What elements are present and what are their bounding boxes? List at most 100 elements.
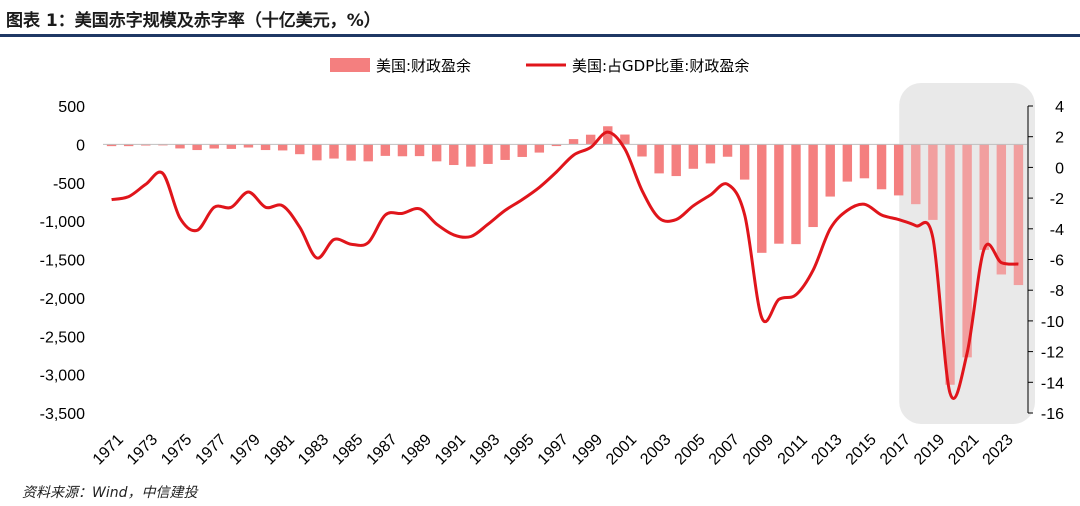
left-tick-label: -500 <box>53 176 85 193</box>
x-tick-label: 2023 <box>980 431 1017 468</box>
bar-1984 <box>329 144 339 159</box>
bar-2008 <box>739 144 750 180</box>
bar-2016 <box>876 144 887 190</box>
right-tick-label: -16 <box>1041 406 1064 423</box>
right-tick-label: -10 <box>1041 314 1064 331</box>
x-tick-label: 1987 <box>364 431 401 468</box>
bar-2021 <box>962 144 972 358</box>
bar-2018 <box>911 144 921 205</box>
x-tick-label: 2013 <box>808 431 845 468</box>
bar-1976 <box>192 144 202 151</box>
x-tick-label: 1993 <box>466 431 503 468</box>
x-tick-label: 1989 <box>398 431 435 468</box>
bar-1982 <box>295 144 305 155</box>
x-tick-label: 1971 <box>90 431 127 468</box>
bar-1971 <box>106 144 117 147</box>
bar-1973 <box>141 144 151 146</box>
x-tick-label: 1977 <box>192 431 229 468</box>
title-rule <box>0 34 1080 37</box>
bar-1990 <box>431 144 442 162</box>
x-tick-label: 1991 <box>432 431 469 468</box>
bar-1981 <box>277 144 288 151</box>
x-tick-label: 1985 <box>329 431 366 468</box>
x-tick-label: 2009 <box>740 431 777 468</box>
bar-2022 <box>979 144 989 250</box>
bar-1996 <box>534 144 545 153</box>
bar-1989 <box>414 144 425 157</box>
bar-1987 <box>380 144 391 156</box>
x-tick-label: 2003 <box>637 431 674 468</box>
bar-1983 <box>312 144 322 161</box>
bar-2023 <box>996 144 1007 275</box>
bar-2010 <box>774 144 784 244</box>
x-tick-label: 1995 <box>500 431 537 468</box>
left-tick-label: -2,500 <box>40 329 85 346</box>
x-tick-label: 1973 <box>124 431 161 468</box>
bar-1978 <box>226 144 237 149</box>
legend: 美国:财政盈余 美国:占GDP比重:财政盈余 <box>330 57 749 75</box>
bar-2002 <box>637 144 647 157</box>
bar-2004 <box>671 144 681 177</box>
bar-2015 <box>859 144 870 179</box>
left-tick-label: -3,000 <box>40 368 85 385</box>
chart: 500 0 -500 -1,000 -1,500 -2,000 -2,500 -3,000 -3… <box>40 57 1064 468</box>
right-tick-label: -8 <box>1050 283 1064 300</box>
bar-1991 <box>449 144 459 166</box>
bar-series <box>106 126 1024 385</box>
bar-1980 <box>260 144 271 151</box>
right-tick-label: 2 <box>1055 130 1064 147</box>
bar-2000 <box>603 126 613 145</box>
bar-1999 <box>585 134 596 145</box>
left-tick-label: 0 <box>76 137 85 154</box>
bar-2017 <box>893 144 904 196</box>
bar-2012 <box>808 144 818 228</box>
x-tick-label: 2011 <box>775 432 811 468</box>
bar-1998 <box>568 139 579 145</box>
bar-2006 <box>705 144 716 164</box>
right-tick-label: -2 <box>1050 191 1064 208</box>
bar-1988 <box>397 144 408 157</box>
left-tick-label: -2,000 <box>40 291 85 308</box>
x-tick-label: 1983 <box>295 431 332 468</box>
x-tick-label: 2007 <box>706 431 743 468</box>
right-tick-label: -4 <box>1050 222 1064 239</box>
right-tick-label: -12 <box>1041 345 1064 362</box>
x-tick-label: 1981 <box>261 431 298 468</box>
bar-1977 <box>209 144 219 149</box>
bar-2019 <box>928 144 938 220</box>
left-tick-label: 500 <box>58 99 85 116</box>
gdp-ratio-line <box>111 130 1019 400</box>
bar-1997 <box>551 144 562 147</box>
bar-1994 <box>500 144 510 160</box>
line-series <box>111 130 1019 400</box>
legend-line-label: 美国:占GDP比重:财政盈余 <box>572 57 749 75</box>
x-tick-label: 2015 <box>843 431 880 468</box>
x-tick-label: 2019 <box>911 431 948 468</box>
bar-1992 <box>466 144 476 167</box>
x-tick-label: 1997 <box>535 431 572 468</box>
bar-2014 <box>842 144 853 182</box>
legend-bar-label: 美国:财政盈余 <box>376 57 471 75</box>
left-tick-label: -1,000 <box>40 214 85 231</box>
legend-bar-swatch <box>330 58 370 72</box>
bar-1985 <box>346 144 356 161</box>
bar-1979 <box>243 144 254 148</box>
right-tick-label: -6 <box>1050 253 1064 270</box>
bar-1972 <box>123 144 134 147</box>
left-tick-label: -1,500 <box>40 253 85 270</box>
right-tick-label: 0 <box>1055 160 1064 177</box>
right-tick-label: 4 <box>1055 99 1064 116</box>
right-tick-label: -14 <box>1041 375 1064 392</box>
bar-2024 <box>1013 144 1024 286</box>
source-note: 资料来源：Wind，中信建投 <box>22 485 198 501</box>
x-tick-label: 2021 <box>945 431 982 468</box>
bar-2001 <box>620 134 630 145</box>
bar-1975 <box>175 144 185 149</box>
bar-2020 <box>945 144 955 385</box>
chart-title: 图表 1：美国赤字规模及赤字率（十亿美元，%） <box>6 11 381 31</box>
left-tick-label: -3,500 <box>40 406 85 423</box>
x-tick-label: 1979 <box>227 431 264 468</box>
x-tick-label: 2005 <box>672 431 709 468</box>
x-tick-label: 2001 <box>603 431 640 468</box>
x-tick-label: 1975 <box>158 431 195 468</box>
